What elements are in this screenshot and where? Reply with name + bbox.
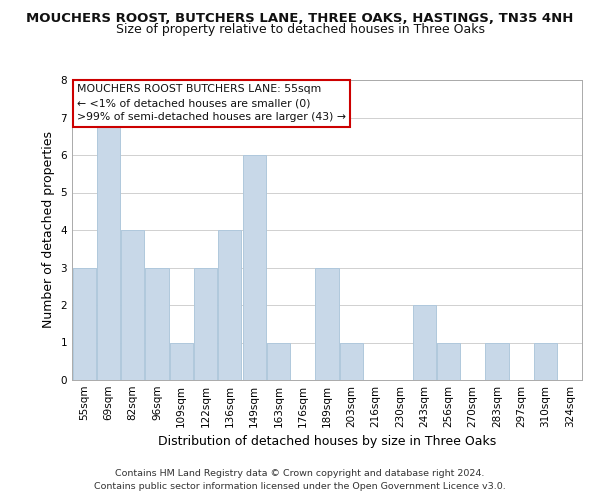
Text: MOUCHERS ROOST BUTCHERS LANE: 55sqm
← <1% of detached houses are smaller (0)
>99: MOUCHERS ROOST BUTCHERS LANE: 55sqm ← <1… bbox=[77, 84, 346, 122]
X-axis label: Distribution of detached houses by size in Three Oaks: Distribution of detached houses by size … bbox=[158, 436, 496, 448]
Text: MOUCHERS ROOST, BUTCHERS LANE, THREE OAKS, HASTINGS, TN35 4NH: MOUCHERS ROOST, BUTCHERS LANE, THREE OAK… bbox=[26, 12, 574, 26]
Text: Contains HM Land Registry data © Crown copyright and database right 2024.: Contains HM Land Registry data © Crown c… bbox=[115, 468, 485, 477]
Bar bbox=[340, 342, 363, 380]
Bar bbox=[145, 268, 169, 380]
Bar bbox=[316, 268, 338, 380]
Text: Contains public sector information licensed under the Open Government Licence v3: Contains public sector information licen… bbox=[94, 482, 506, 491]
Bar bbox=[485, 342, 509, 380]
Text: Size of property relative to detached houses in Three Oaks: Size of property relative to detached ho… bbox=[115, 22, 485, 36]
Bar bbox=[194, 268, 217, 380]
Bar bbox=[97, 118, 120, 380]
Bar bbox=[413, 305, 436, 380]
Bar bbox=[121, 230, 144, 380]
Bar bbox=[267, 342, 290, 380]
Bar bbox=[437, 342, 460, 380]
Bar bbox=[73, 268, 95, 380]
Bar bbox=[242, 155, 266, 380]
Bar bbox=[170, 342, 193, 380]
Y-axis label: Number of detached properties: Number of detached properties bbox=[42, 132, 55, 328]
Bar bbox=[534, 342, 557, 380]
Bar bbox=[218, 230, 241, 380]
